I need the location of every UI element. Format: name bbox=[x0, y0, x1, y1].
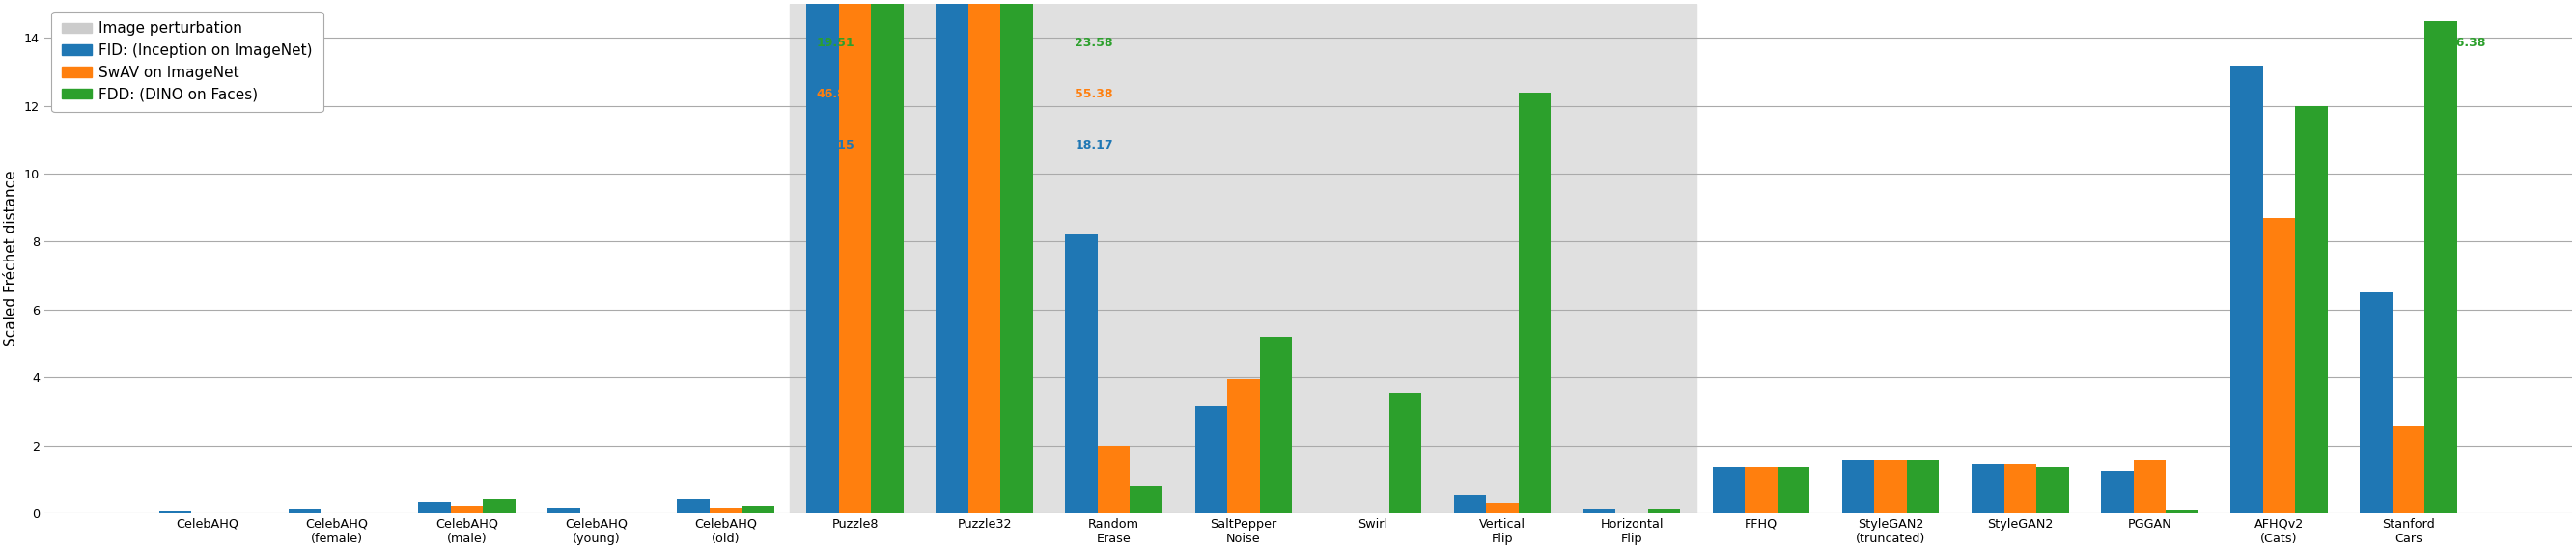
Text: 27.15: 27.15 bbox=[817, 139, 855, 152]
Bar bbox=[549, 509, 580, 513]
Bar bbox=[1226, 379, 1260, 513]
Bar bbox=[1875, 461, 1906, 513]
Bar bbox=[2393, 427, 2424, 513]
Bar bbox=[999, 4, 1033, 513]
Bar bbox=[1649, 510, 1680, 513]
Bar bbox=[2262, 218, 2295, 513]
Bar bbox=[1388, 393, 1422, 513]
Text: 55.38: 55.38 bbox=[1074, 88, 1113, 100]
Bar bbox=[1842, 461, 1875, 513]
Bar bbox=[2295, 106, 2329, 513]
Bar bbox=[1195, 406, 1226, 513]
Text: 23.58: 23.58 bbox=[1074, 37, 1113, 49]
Bar bbox=[1517, 92, 1551, 513]
Bar bbox=[806, 4, 840, 513]
Text: 46.88: 46.88 bbox=[817, 88, 855, 100]
Bar bbox=[2424, 21, 2458, 513]
Bar bbox=[935, 4, 969, 513]
Bar bbox=[791, 4, 1698, 513]
Bar bbox=[1971, 464, 2004, 513]
Bar bbox=[2231, 65, 2262, 513]
Bar bbox=[2166, 511, 2197, 513]
Bar bbox=[1744, 467, 1777, 513]
Bar bbox=[2360, 293, 2393, 513]
Bar bbox=[160, 511, 191, 513]
Bar bbox=[1486, 503, 1517, 513]
Bar bbox=[969, 4, 999, 513]
Bar bbox=[1066, 235, 1097, 513]
Bar bbox=[1713, 467, 1744, 513]
Bar bbox=[1584, 510, 1615, 513]
Y-axis label: Scaled Fréchet distance: Scaled Fréchet distance bbox=[5, 171, 18, 347]
Bar bbox=[482, 499, 515, 513]
Bar bbox=[289, 509, 322, 513]
Text: 19.51: 19.51 bbox=[817, 37, 855, 49]
Bar bbox=[1453, 495, 1486, 513]
Bar bbox=[1906, 461, 1940, 513]
Bar bbox=[1777, 467, 1811, 513]
Bar bbox=[1260, 337, 1293, 513]
Bar bbox=[451, 506, 482, 513]
Bar bbox=[2102, 471, 2133, 513]
Text: 56.38: 56.38 bbox=[2447, 37, 2486, 49]
Bar bbox=[1097, 445, 1131, 513]
Bar bbox=[708, 507, 742, 513]
Text: 18.17: 18.17 bbox=[1074, 139, 1113, 152]
Bar bbox=[417, 501, 451, 513]
Bar bbox=[2133, 461, 2166, 513]
Legend: Image perturbation, FID: (Inception on ImageNet), SwAV on ImageNet, FDD: (DINO o: Image perturbation, FID: (Inception on I… bbox=[52, 12, 322, 112]
Bar bbox=[742, 506, 775, 513]
Bar bbox=[2004, 464, 2038, 513]
Bar bbox=[1131, 486, 1162, 513]
Bar bbox=[677, 499, 708, 513]
Bar bbox=[2038, 467, 2069, 513]
Bar bbox=[840, 4, 871, 513]
Bar bbox=[871, 4, 904, 513]
